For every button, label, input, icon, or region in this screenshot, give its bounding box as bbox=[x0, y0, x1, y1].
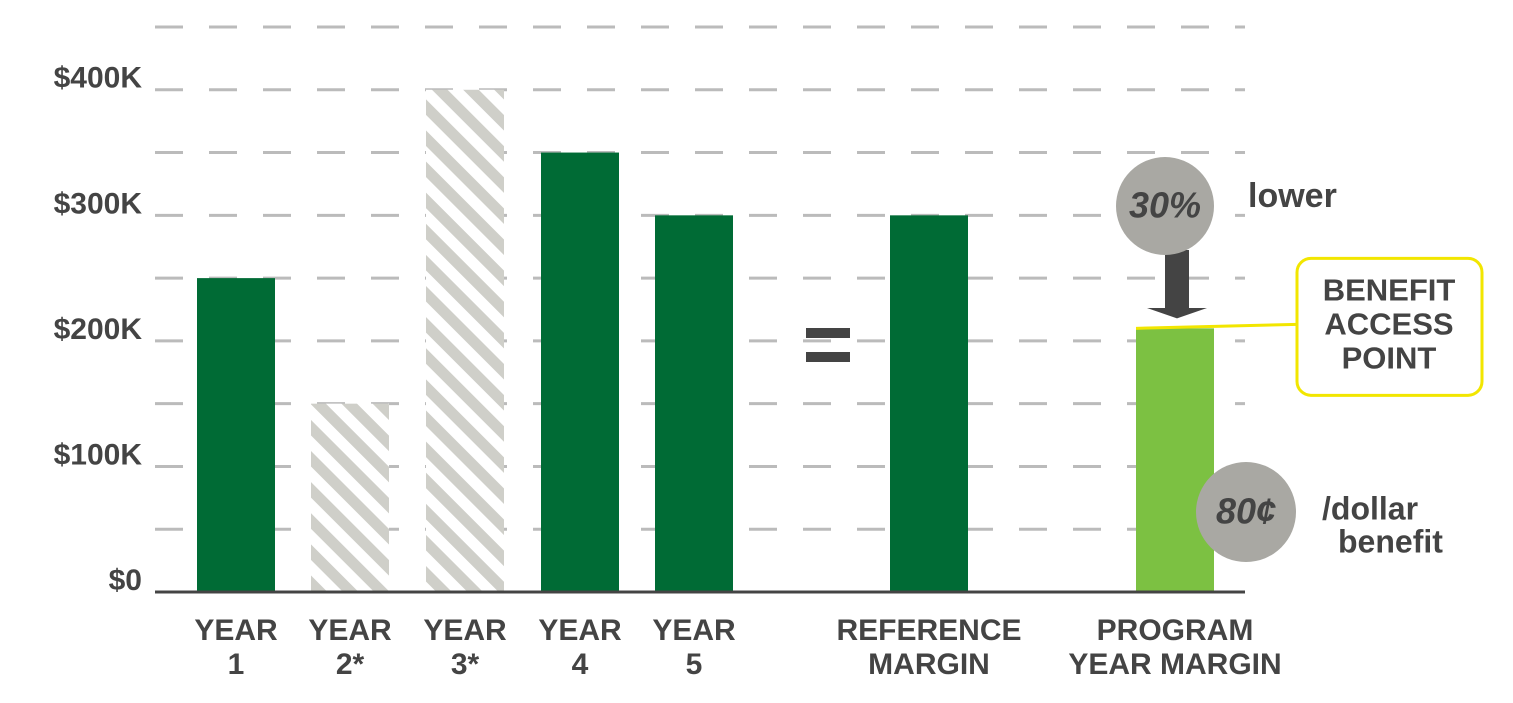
x-tick-label: 1 bbox=[228, 648, 245, 681]
bar bbox=[541, 152, 619, 593]
callout-text: POINT bbox=[1342, 341, 1437, 376]
bar bbox=[197, 278, 275, 592]
y-tick-label: $100K bbox=[54, 438, 143, 471]
y-tick-label: $300K bbox=[54, 187, 143, 220]
bar bbox=[311, 403, 389, 592]
x-tick-label: MARGIN bbox=[868, 648, 990, 681]
y-tick-label: $200K bbox=[54, 313, 143, 346]
x-tick-label: YEAR bbox=[423, 614, 507, 647]
x-tick-label: REFERENCE bbox=[836, 614, 1021, 647]
rate-badge bbox=[1196, 462, 1296, 562]
x-tick-label: YEAR bbox=[538, 614, 622, 647]
rate-value: 80¢ bbox=[1216, 491, 1276, 532]
bar bbox=[426, 89, 504, 593]
callout-text: ACCESS bbox=[1324, 307, 1453, 342]
x-tick-label: 4 bbox=[572, 648, 589, 681]
bar bbox=[890, 215, 968, 593]
x-tick-label: YEAR MARGIN bbox=[1068, 648, 1281, 681]
x-tick-label: YEAR bbox=[308, 614, 392, 647]
bar bbox=[655, 215, 733, 593]
reduction-badge bbox=[1116, 157, 1214, 255]
x-tick-label: YEAR bbox=[652, 614, 736, 647]
bar bbox=[1136, 328, 1214, 592]
rate-text: benefit bbox=[1338, 523, 1443, 559]
reduction-text: lower bbox=[1248, 177, 1337, 215]
callout-line bbox=[1135, 322, 1298, 330]
y-tick-label: $0 bbox=[109, 564, 142, 597]
rate-text: /dollar bbox=[1322, 490, 1418, 526]
arrow bbox=[1147, 250, 1207, 319]
callout-text: BENEFIT bbox=[1323, 273, 1456, 308]
x-tick-label: YEAR bbox=[194, 614, 278, 647]
x-tick-label: 2* bbox=[336, 648, 365, 681]
x-tick-label: 3* bbox=[451, 648, 480, 681]
equals-sign bbox=[806, 328, 850, 362]
reduction-value: 30% bbox=[1129, 185, 1201, 226]
callout-box bbox=[1295, 256, 1484, 397]
y-tick-label: $400K bbox=[54, 62, 143, 95]
x-tick-label: 5 bbox=[686, 648, 703, 681]
x-tick-label: PROGRAM bbox=[1097, 614, 1254, 647]
